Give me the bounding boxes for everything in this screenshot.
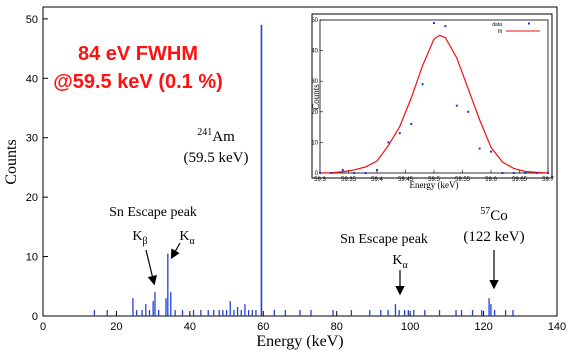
k-alpha-right-label: Kα bbox=[392, 253, 408, 271]
inset-data-point bbox=[512, 172, 515, 174]
inset-data-point bbox=[524, 172, 527, 174]
main-x-tick-label: 80 bbox=[331, 321, 343, 333]
inset-y-tick-label: 30 bbox=[311, 79, 318, 85]
legend-fit-label: fit bbox=[498, 29, 503, 35]
inset-data-point bbox=[376, 168, 378, 171]
inset-data-point bbox=[398, 132, 401, 135]
inset-data-point bbox=[364, 172, 367, 174]
inset-data-point bbox=[444, 25, 447, 28]
main-y-tick-label: 0 bbox=[32, 311, 38, 323]
main-x-tick-label: 100 bbox=[401, 321, 419, 333]
inset-legend: data fit bbox=[492, 22, 540, 35]
inset-fit-curve bbox=[319, 34, 549, 174]
inset-data-point bbox=[410, 123, 413, 126]
inset-x-axis-label: Energy (keV) bbox=[409, 180, 458, 190]
main-y-tick-label: 40 bbox=[26, 73, 38, 85]
inset-x-tick-label: 59.7 bbox=[542, 177, 554, 183]
inset-y-tick-label: 0 bbox=[315, 171, 319, 177]
main-y-tick-label: 50 bbox=[26, 14, 38, 26]
main-y-tick-label: 10 bbox=[26, 252, 38, 264]
main-x-tick-label: 0 bbox=[40, 321, 46, 333]
inset-data-point bbox=[490, 150, 492, 153]
inset-data-point bbox=[478, 147, 481, 150]
inset-chart: 59.3 59.35 59.4 59.45 59.5 59.55 59.6 59.65 59.7… bbox=[311, 13, 554, 190]
inset-data-point bbox=[535, 172, 538, 174]
main-x-tick-label: 40 bbox=[184, 321, 196, 333]
inset-data-point bbox=[341, 168, 344, 171]
inset-data-point bbox=[455, 104, 458, 107]
main-x-tick-label: 120 bbox=[474, 321, 492, 333]
inset-x-tick-label: 59.5 bbox=[428, 177, 440, 183]
fwhm-headline-line2: @59.5 keV (0.1 %) bbox=[53, 71, 223, 93]
inset-y-tick-label: 50 bbox=[311, 18, 318, 24]
legend-data-label: data bbox=[492, 22, 502, 28]
inset-data-point bbox=[433, 22, 435, 25]
inset-y-axis-label: Counts bbox=[311, 84, 321, 110]
main-y-tick-label: 30 bbox=[26, 133, 38, 145]
main-x-tick-label: 140 bbox=[548, 321, 566, 333]
inset-data-point bbox=[501, 172, 504, 174]
inset-data-point bbox=[330, 172, 333, 174]
k-alpha-left-label: Kα bbox=[179, 229, 195, 247]
k-alpha-left-arrow bbox=[170, 242, 181, 260]
inset-background bbox=[311, 13, 553, 179]
sn-escape-left-label: Sn Escape peak bbox=[109, 205, 197, 220]
am-isotope-label: 241Am bbox=[197, 127, 235, 145]
inset-data-point bbox=[319, 172, 321, 174]
fwhm-headline-line1: 84 eV FWHM bbox=[78, 43, 198, 65]
inset-data-point bbox=[353, 172, 356, 174]
inset-y-tick-label: 10 bbox=[311, 140, 318, 146]
inset-data-point bbox=[547, 172, 549, 174]
main-x-axis-label: Energy (keV) bbox=[256, 333, 343, 350]
inset-x-tick-label: 59.3 bbox=[314, 177, 326, 183]
inset-y-tick-label: 40 bbox=[311, 49, 318, 55]
inset-x-tick-label: 59.6 bbox=[485, 177, 497, 183]
co-isotope-label: 57Co bbox=[480, 206, 508, 224]
am-energy-label: (59.5 keV) bbox=[184, 150, 249, 166]
inset-x-tick-label: 59.4 bbox=[371, 177, 383, 183]
inset-y-tick-label: 20 bbox=[311, 110, 318, 116]
main-x-tick-label: 20 bbox=[110, 321, 122, 333]
inset-x-tick-label: 59.35 bbox=[341, 177, 357, 183]
co-energy-label: (122 keV) bbox=[463, 229, 524, 245]
sn-escape-right-label: Sn Escape peak bbox=[340, 232, 428, 247]
inset-x-tick-label: 59.65 bbox=[512, 177, 528, 183]
k-beta-label: Kβ bbox=[132, 229, 147, 247]
inset-x-tick-label: 59.55 bbox=[455, 177, 471, 183]
main-y-tick-label: 20 bbox=[26, 192, 38, 204]
inset-x-tick-label: 59.45 bbox=[398, 177, 414, 183]
k-beta-arrow bbox=[145, 249, 157, 286]
inset-data-point bbox=[421, 83, 424, 86]
inset-data-point bbox=[467, 110, 470, 113]
main-y-axis-label: Counts bbox=[3, 139, 20, 184]
main-x-tick-label: 60 bbox=[257, 321, 269, 333]
inset-data-point bbox=[387, 141, 390, 144]
legend-data-marker bbox=[528, 22, 530, 25]
